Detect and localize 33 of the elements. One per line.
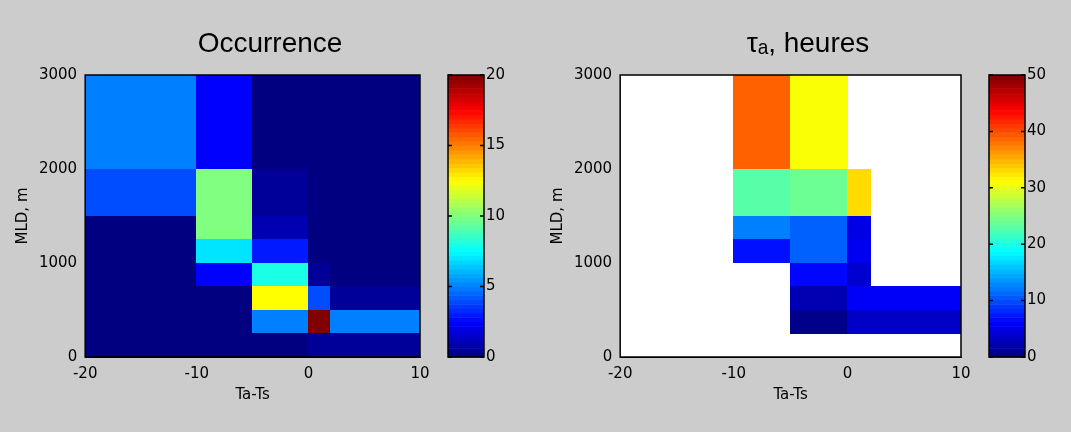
color-bar-label: 0	[486, 346, 496, 365]
x-tick-label: -20	[72, 363, 98, 382]
y-tick-label: 2000	[38, 158, 78, 177]
color-bar-label: 20	[486, 64, 506, 83]
color-bar-label: 20	[1027, 234, 1047, 253]
color-bar-label: 10	[1027, 290, 1047, 309]
y-tick-label: 3000	[573, 64, 613, 83]
y-tick-label: 2000	[573, 158, 613, 177]
color-bar-label: 0	[1027, 346, 1037, 365]
color-bar-label: 40	[1027, 121, 1047, 140]
x-axis-title: Ta-Ts	[772, 384, 808, 403]
x-tick-label: -10	[184, 363, 210, 382]
x-tick-label: -10	[721, 363, 747, 382]
y-tick-label: 1000	[38, 252, 78, 271]
x-tick-label: 0	[303, 363, 314, 382]
y-tick-label: 3000	[38, 64, 78, 83]
x-tick-label: -20	[607, 363, 633, 382]
chart-title: τₐ, heures	[746, 26, 870, 58]
y-tick-label: 1000	[573, 252, 613, 271]
color-bar-label: 15	[486, 135, 506, 154]
x-tick-label: 0	[842, 363, 853, 382]
y-axis-title: MLD, m	[547, 187, 566, 245]
x-axis-title: Ta-Ts	[234, 384, 270, 403]
y-tick-label: 0	[67, 346, 78, 365]
color-bar-label: 30	[1027, 177, 1047, 196]
y-axis-title: MLD, m	[12, 187, 31, 245]
color-bar-label: 50	[1027, 64, 1047, 83]
x-tick-label: 10	[410, 363, 430, 382]
color-bar-label: 5	[486, 276, 496, 295]
color-bar-label: 10	[486, 205, 506, 224]
x-tick-label: 10	[951, 363, 971, 382]
chart-title: Occurrence	[197, 26, 343, 58]
y-tick-label: 0	[602, 346, 613, 365]
